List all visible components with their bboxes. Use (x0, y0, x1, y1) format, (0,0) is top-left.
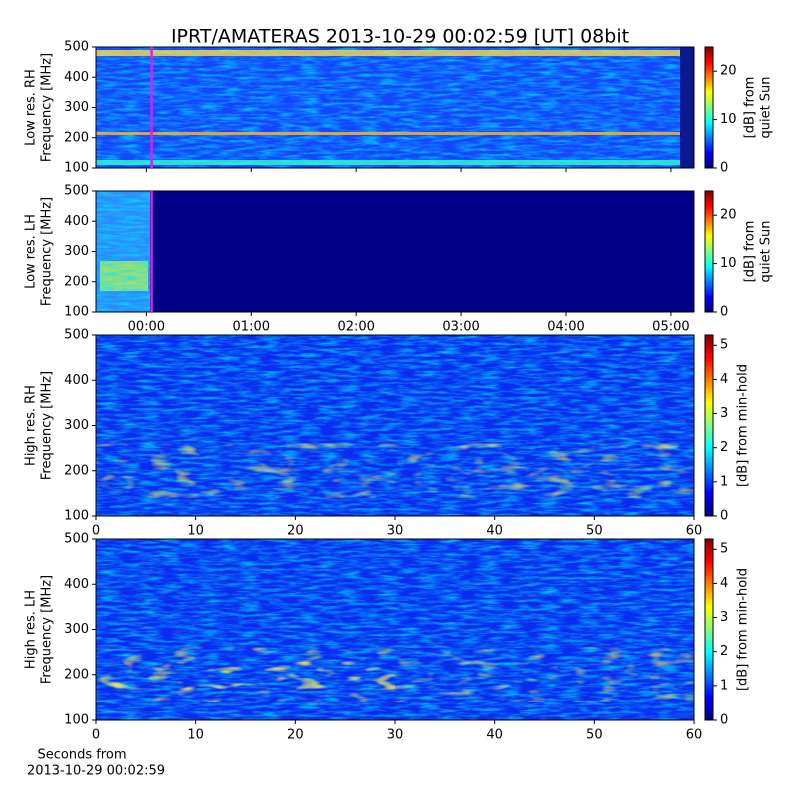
y-tick-label: 400 (64, 214, 89, 229)
y-axis-label: Frequency [MHz] (40, 197, 55, 306)
y-tick-label: 400 (64, 577, 89, 592)
y-tick-label: 100 (64, 161, 89, 176)
y-tick-label: 300 (64, 418, 89, 433)
y-tick-label: 100 (64, 305, 89, 320)
y-tick-label: 400 (64, 373, 89, 388)
colorbar-tick-label: 2 (720, 440, 728, 455)
x-tick-label: 10 (187, 728, 204, 743)
x-tick-label: 60 (686, 524, 703, 539)
colorbar-tick-label: 5 (720, 542, 728, 557)
spectrogram-band (96, 160, 694, 165)
y-tick-label: 500 (64, 184, 89, 199)
colorbar-label: quiet Sun (759, 220, 774, 282)
y-tick-label: 300 (64, 100, 89, 115)
spectrogram-edge (680, 47, 694, 168)
colorbar (704, 190, 714, 313)
colorbar-tick-label: 4 (720, 576, 728, 591)
y-tick-label: 200 (64, 130, 89, 145)
x-tick-label: 20 (287, 728, 304, 743)
colorbar-tick-label: 20 (720, 64, 737, 79)
y-axis-label: Frequency [MHz] (40, 371, 55, 480)
colorbar-label: [dB] from min-hold (736, 364, 751, 487)
x-tick-label: 0 (92, 728, 100, 743)
y-tick-label: 200 (64, 667, 89, 682)
x-tick-label: 30 (387, 524, 404, 539)
y-tick-label: 100 (64, 713, 89, 728)
x-tick-label: 10 (187, 524, 204, 539)
y-axis-label: High res. LH (24, 590, 39, 669)
x-tick-label: 0 (92, 524, 100, 539)
colorbar-tick-label: 2 (720, 644, 728, 659)
colorbar-tick-label: 1 (720, 678, 728, 693)
colorbar (704, 334, 714, 517)
colorbar-tick-label: 3 (720, 406, 728, 421)
colorbar-tick-label: 20 (720, 208, 737, 223)
y-axis-label: Frequency [MHz] (40, 575, 55, 684)
y-axis-label: Frequency [MHz] (40, 53, 55, 162)
y-tick-label: 200 (64, 463, 89, 478)
colorbar-tick-label: 4 (720, 372, 728, 387)
x-tick-label: 02:00 (337, 320, 374, 335)
colorbar-tick-label: 0 (720, 161, 728, 176)
x-tick-label: 04:00 (547, 320, 584, 335)
spectrogram-hot (96, 662, 395, 690)
x-tick-label: 50 (586, 728, 603, 743)
colorbar-tick-label: 10 (720, 112, 737, 127)
spectrogram-texture (96, 47, 694, 168)
colorbar-tick-label: 10 (720, 256, 737, 271)
spectrogram-band (96, 132, 694, 135)
figure-title: IPRT/AMATERAS 2013-10-29 00:02:59 [UT] 0… (171, 26, 629, 48)
y-tick-label: 200 (64, 274, 89, 289)
colorbar (704, 538, 714, 721)
colorbar-tick-label: 1 (720, 474, 728, 489)
x-axis-label: Seconds from (37, 748, 126, 763)
x-tick-label: 40 (486, 524, 503, 539)
y-tick-label: 500 (64, 328, 89, 343)
x-tick-label: 40 (486, 728, 503, 743)
colorbar-tick-label: 0 (720, 305, 728, 320)
x-tick-label: 20 (287, 524, 304, 539)
x-tick-label: 60 (686, 728, 703, 743)
x-tick-label: 05:00 (652, 320, 689, 335)
colorbar-label: [dB] from (743, 77, 758, 139)
spectrogram-texture (96, 191, 150, 312)
spectrogram-image (96, 191, 694, 312)
y-tick-label: 100 (64, 509, 89, 524)
y-axis-label: High res. RH (24, 385, 39, 466)
colorbar-label: [dB] from min-hold (736, 568, 751, 691)
x-tick-label: 00:00 (128, 320, 165, 335)
colorbar-label: [dB] from (743, 221, 758, 283)
y-tick-label: 500 (64, 532, 89, 547)
y-tick-label: 300 (64, 244, 89, 259)
x-tick-label: 30 (387, 728, 404, 743)
colorbar-tick-label: 0 (720, 509, 728, 524)
spectrogram-hot (96, 443, 694, 498)
y-tick-label: 400 (64, 70, 89, 85)
colorbar (704, 46, 714, 169)
colorbar-tick-label: 5 (720, 338, 728, 353)
colorbar-tick-label: 0 (720, 713, 728, 728)
x-tick-label: 03:00 (442, 320, 479, 335)
y-axis-label: Low res. LH (24, 214, 39, 289)
x-tick-label: 50 (586, 524, 603, 539)
y-axis-label: Low res. RH (24, 69, 39, 146)
y-tick-label: 500 (64, 40, 89, 55)
x-axis-label: 2013-10-29 00:02:59 (27, 764, 165, 779)
colorbar-label: quiet Sun (759, 76, 774, 138)
y-tick-label: 300 (64, 622, 89, 637)
spectrogram-band (96, 50, 694, 56)
x-tick-label: 01:00 (233, 320, 270, 335)
colorbar-tick-label: 3 (720, 610, 728, 625)
